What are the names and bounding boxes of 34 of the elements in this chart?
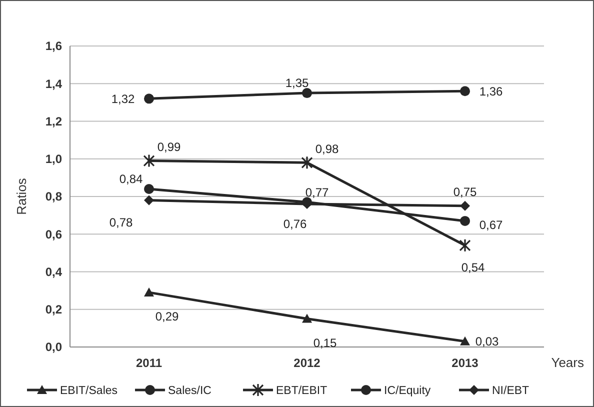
data-label: 0,29 [155, 310, 179, 324]
data-label: 0,98 [315, 142, 339, 156]
x-tick-label: 2012 [294, 356, 321, 370]
y-axis-title: Ratios [14, 178, 29, 215]
data-label: 0,03 [475, 334, 499, 349]
data-label: 1,36 [479, 84, 503, 98]
y-tick-label: 1,6 [45, 39, 62, 54]
legend-label: EBIT/Sales [60, 385, 118, 398]
y-tick-label: 0,6 [45, 227, 62, 242]
data-label: 0,77 [305, 185, 329, 200]
data-label: 0,99 [157, 140, 181, 154]
legend-label: IC/Equity [384, 385, 431, 398]
x-tick-label: 2013 [452, 356, 479, 370]
data-label: 1,35 [285, 76, 309, 90]
legend-label: EBT/EBIT [276, 385, 328, 398]
data-label: 0,76 [283, 217, 307, 232]
y-tick-label: 1,0 [45, 152, 62, 166]
y-tick-label: 0,8 [45, 190, 62, 204]
data-label: 0,15 [313, 336, 337, 350]
data-label: 1,32 [111, 92, 135, 106]
data-label: 0,75 [453, 185, 477, 200]
x-tick-label: 2011 [136, 356, 162, 370]
y-tick-label: 1,4 [45, 76, 62, 91]
legend-label: Sales/IC [168, 385, 212, 398]
legend-label: NI/EBT [492, 385, 530, 398]
data-label: 0,84 [119, 172, 143, 186]
data-label: 0,67 [479, 218, 503, 232]
y-tick-label: 0,0 [45, 340, 62, 354]
data-label: 0,54 [461, 260, 485, 275]
y-tick-label: 0,4 [45, 264, 62, 279]
y-tick-label: 1,2 [45, 114, 62, 128]
y-tick-label: 0,2 [45, 302, 62, 317]
x-axis-title: Years [551, 355, 584, 370]
data-label: 0,78 [109, 215, 133, 230]
